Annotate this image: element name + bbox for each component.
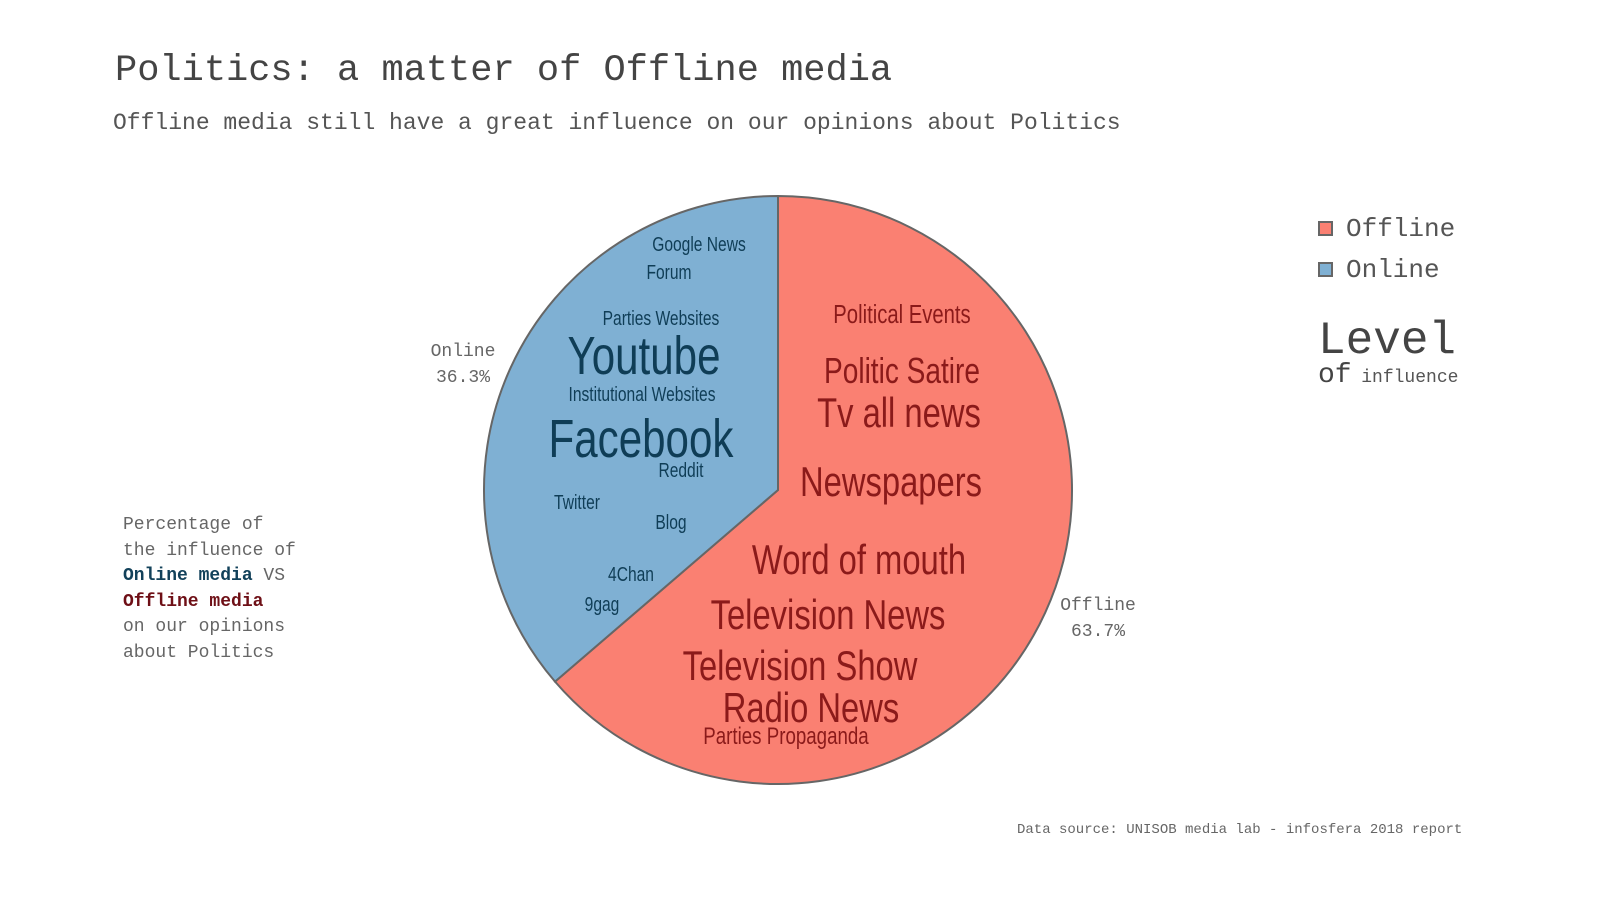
chart-subtitle: Offline media still have a great influen… bbox=[113, 110, 1121, 136]
desc-line-2: the influence of bbox=[123, 540, 296, 561]
legend-item-online[interactable]: Online bbox=[1318, 249, 1455, 290]
word-offline-politic-satire: Politic Satire bbox=[824, 351, 980, 391]
legend-swatch-offline bbox=[1318, 221, 1333, 236]
word-online-institutional-websites: Institutional Websites bbox=[568, 383, 715, 405]
desc-line-4: Offline media bbox=[123, 590, 296, 616]
word-offline-television-show: Television Show bbox=[683, 642, 919, 689]
slice-value-online: 36.3% bbox=[436, 368, 490, 388]
description-text: Percentage of the influence of Online me… bbox=[123, 513, 296, 666]
legend: Offline Online bbox=[1318, 208, 1455, 290]
word-online-facebook: Facebook bbox=[549, 409, 735, 469]
word-offline-television-news: Television News bbox=[711, 591, 946, 638]
desc-vs: VS bbox=[252, 566, 286, 586]
slice-label-offline: Offline bbox=[1060, 596, 1136, 616]
level-of-influence-key: Level of influence bbox=[1318, 318, 1458, 391]
word-offline-radio-news: Radio News bbox=[723, 684, 900, 731]
legend-label-online: Online bbox=[1346, 254, 1440, 285]
word-offline-parties-propaganda: Parties Propaganda bbox=[703, 723, 868, 750]
word-online-4chan: 4Chan bbox=[608, 563, 654, 585]
desc-line-6: about Politics bbox=[123, 642, 275, 663]
data-source: Data source: UNISOB media lab - infosfer… bbox=[1017, 822, 1463, 838]
word-online-parties-websites: Parties Websites bbox=[603, 307, 720, 329]
pie-slice-offline[interactable] bbox=[553, 194, 1073, 785]
word-online-forum: Forum bbox=[646, 261, 691, 283]
legend-swatch-online bbox=[1318, 262, 1333, 277]
level-influence-text: influence bbox=[1361, 368, 1459, 388]
word-online-blog: Blog bbox=[655, 511, 686, 533]
desc-line-5: on our opinions bbox=[123, 617, 286, 637]
slice-value-offline: 63.7% bbox=[1071, 622, 1125, 642]
level-of-text: of bbox=[1318, 360, 1352, 391]
legend-label-offline: Offline bbox=[1346, 213, 1456, 244]
desc-offline-media: Offline media bbox=[123, 591, 264, 612]
desc-online-media: Online media bbox=[123, 566, 253, 586]
level-big-text: Level bbox=[1318, 315, 1457, 367]
word-offline-tv-all-news: Tv all news bbox=[817, 389, 981, 436]
word-online-9gag: 9gag bbox=[585, 593, 620, 615]
legend-item-offline[interactable]: Offline bbox=[1318, 208, 1455, 249]
word-offline-word-of-mouth: Word of mouth bbox=[752, 536, 966, 583]
word-offline-political-events: Political Events bbox=[833, 300, 970, 329]
word-online-youtube: Youtube bbox=[567, 326, 720, 386]
desc-line-3: Online media VS bbox=[123, 564, 296, 590]
word-online-reddit: Reddit bbox=[658, 459, 703, 481]
level-small-row: of influence bbox=[1318, 360, 1458, 391]
slice-label-online: Online bbox=[431, 342, 496, 362]
desc-line-1: Percentage of bbox=[123, 515, 264, 535]
chart-title: Politics: a matter of Offline media bbox=[115, 50, 893, 92]
word-online-twitter: Twitter bbox=[554, 491, 600, 513]
word-offline-newspapers: Newspapers bbox=[800, 458, 982, 505]
word-online-google-news: Google News bbox=[652, 233, 746, 255]
pie-slice-online[interactable] bbox=[483, 194, 779, 684]
